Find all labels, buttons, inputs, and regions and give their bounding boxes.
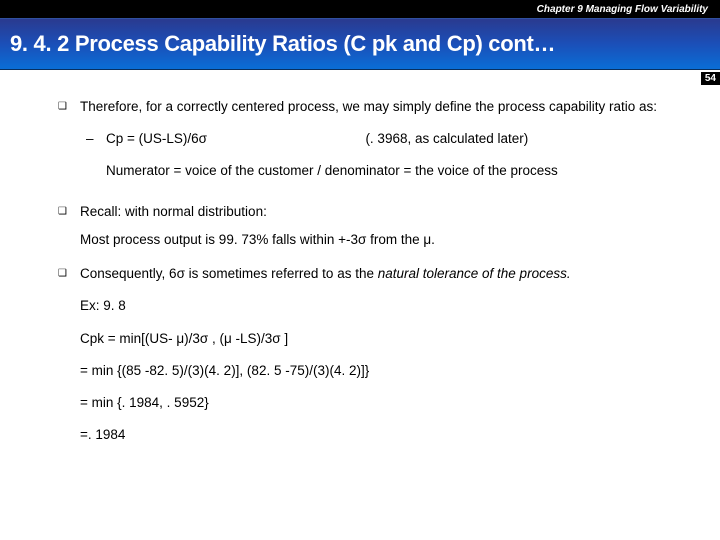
chapter-label: Chapter 9 Managing Flow Variability	[537, 4, 708, 15]
bullet-3: ❑ Consequently, 6σ is sometimes referred…	[58, 265, 670, 444]
bullet-3-text-b: natural tolerance of the process.	[378, 266, 571, 281]
bullet-2: ❑ Recall: with normal distribution: Most…	[58, 203, 670, 249]
bullet-marker: ❑	[58, 203, 80, 249]
bullet-3-text: Consequently, 6σ is sometimes referred t…	[80, 265, 670, 283]
bullet-1-subtext: Numerator = voice of the customer / deno…	[80, 162, 670, 180]
bullet-body: Recall: with normal distribution: Most p…	[80, 203, 670, 249]
bullet-3-calc2: = min {. 1984, . 5952}	[80, 394, 670, 412]
bullet-1-text: Therefore, for a correctly centered proc…	[80, 98, 670, 116]
formula-value: (. 3968, as calculated later)	[365, 130, 670, 148]
dash-marker: –	[86, 130, 106, 148]
bullet-1: ❑ Therefore, for a correctly centered pr…	[58, 98, 670, 187]
bullet-3-calc1: = min {(85 -82. 5)/(3)(4. 2)], (82. 5 -7…	[80, 362, 670, 380]
bullet-2-line2: Most process output is 99. 73% falls wit…	[80, 231, 670, 249]
slide-title: 9. 4. 2 Process Capability Ratios (C pk …	[10, 31, 555, 57]
formula-line: Cp = (US-LS)/6σ (. 3968, as calculated l…	[106, 130, 670, 148]
bullet-3-text-a: Consequently, 6σ is sometimes referred t…	[80, 266, 378, 281]
bullet-body: Therefore, for a correctly centered proc…	[80, 98, 670, 187]
bullet-3-cpk: Cpk = min[(US- μ)/3σ , (μ -LS)/3σ ]	[80, 330, 670, 348]
page-number: 54	[701, 72, 720, 85]
bullet-3-calc3: =. 1984	[80, 426, 670, 444]
bullet-marker: ❑	[58, 265, 80, 444]
bullet-3-ex: Ex: 9. 8	[80, 297, 670, 315]
bullet-2-text: Recall: with normal distribution:	[80, 203, 670, 221]
content-area: ❑ Therefore, for a correctly centered pr…	[0, 70, 720, 460]
title-bar: 9. 4. 2 Process Capability Ratios (C pk …	[0, 18, 720, 70]
bullet-body: Consequently, 6σ is sometimes referred t…	[80, 265, 670, 444]
formula-cp: Cp = (US-LS)/6σ	[106, 130, 365, 148]
bullet-1-formula: – Cp = (US-LS)/6σ (. 3968, as calculated…	[80, 130, 670, 148]
bullet-marker: ❑	[58, 98, 80, 187]
header-strip: Chapter 9 Managing Flow Variability	[0, 0, 720, 18]
